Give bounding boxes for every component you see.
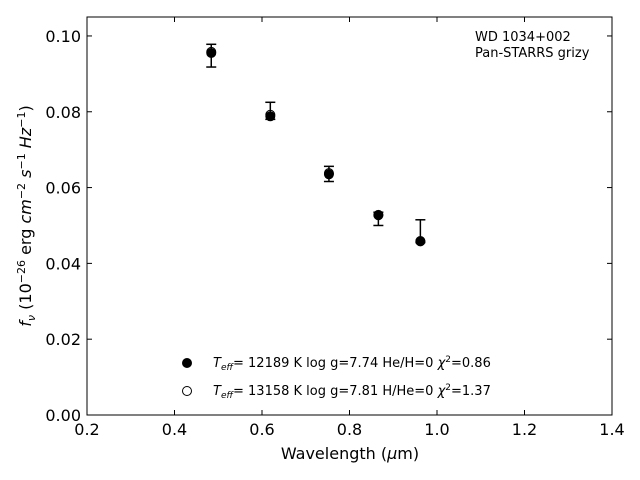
x-tick-label: 0.2: [74, 420, 99, 439]
y-axis-label: fν (10−26 erg cm−2 s−1 Hz−1): [15, 105, 38, 326]
model-point-filled: [265, 111, 276, 122]
object-name-annotation: WD 1034+002: [475, 30, 571, 45]
model-point-filled: [415, 236, 426, 247]
x-tick-label: 0.8: [337, 420, 362, 439]
x-tick-label: 0.4: [162, 420, 187, 439]
model-point-filled: [323, 169, 334, 180]
legend-marker-filled: [182, 358, 192, 368]
y-tick-label: 0.08: [45, 103, 81, 122]
model-point-filled: [373, 210, 384, 221]
y-tick-label: 0.00: [45, 406, 81, 425]
legend-label-filled: Teff= 12189 K log g=7.74 He/H=0 χ2=0.86: [213, 355, 491, 373]
x-tick-label: 1.2: [512, 420, 537, 439]
y-tick-label: 0.10: [45, 27, 81, 46]
data-points: [206, 46, 426, 247]
x-tick-label: 0.6: [249, 420, 274, 439]
legend: Teff= 12189 K log g=7.74 He/H=0 χ2=0.86 …: [182, 355, 491, 401]
y-tick-label: 0.04: [45, 254, 81, 273]
y-tick-label: 0.06: [45, 179, 81, 198]
axis-ticks: 0.2 0.4 0.6 0.8 1.0 1.2 1.4 0.00 0.02 0.04 0.06 0.0…: [45, 17, 625, 439]
legend-label-open: Teff= 13158 K log g=7.81 H/He=0 χ2=1.37: [213, 383, 491, 401]
error-bars: [206, 43, 426, 244]
survey-annotation: Pan-STARRS grizy: [475, 46, 590, 61]
model-point-filled: [206, 48, 217, 59]
x-axis-label: Wavelength (μm): [281, 444, 419, 463]
legend-marker-open: [182, 386, 192, 396]
y-tick-label: 0.02: [45, 330, 81, 349]
x-tick-label: 1.4: [599, 420, 624, 439]
x-tick-label: 1.0: [424, 420, 449, 439]
